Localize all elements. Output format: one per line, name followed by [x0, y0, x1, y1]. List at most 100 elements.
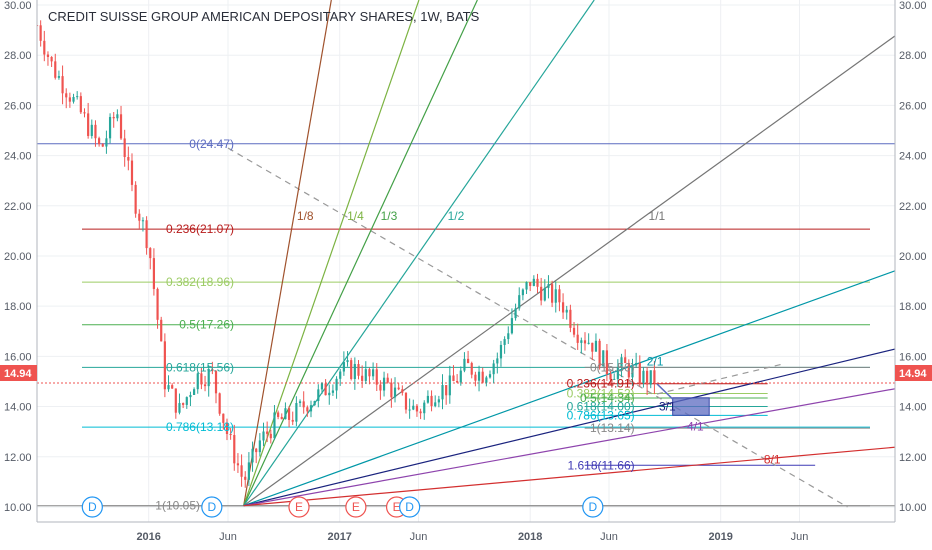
candle-body	[105, 138, 108, 147]
y-tick-label-left: 16.00	[4, 351, 32, 363]
event-marker-label: E	[352, 500, 360, 514]
candle-body	[361, 375, 364, 381]
candle-body	[401, 389, 404, 393]
candlestick-series	[35, 18, 656, 488]
event-marker[interactable]	[81, 496, 103, 518]
gann-fan-line[interactable]	[243, 0, 595, 507]
fib2-level-label: 0.786(13.65)	[567, 408, 635, 422]
candle-body	[412, 405, 415, 410]
candle-body	[547, 284, 550, 288]
candle-body	[514, 308, 517, 319]
candle-body	[339, 371, 342, 379]
y-tick-label-right: 16.00	[899, 351, 927, 363]
fib2-level-label: 0.382(14.52)	[567, 387, 635, 401]
gann-fan-label: 2/1	[647, 354, 664, 368]
candle-body	[218, 393, 221, 414]
fib2-level-label: 0(15.56)	[590, 360, 635, 374]
y-tick-label-left: 18.00	[4, 301, 32, 313]
candle-body	[39, 25, 42, 41]
candle-body	[233, 435, 236, 464]
gann-fan-label: 8/1	[764, 452, 781, 466]
candle-body	[587, 342, 590, 344]
candle-body	[496, 358, 499, 364]
right-axis-bg	[895, 0, 932, 522]
candle-body	[280, 416, 283, 420]
gann-fan-line[interactable]	[243, 0, 478, 506]
candle-body	[492, 363, 495, 375]
x-tick-label: Jun	[791, 531, 809, 543]
candle-body	[306, 407, 309, 412]
candle-body	[437, 399, 440, 403]
candle-body	[57, 76, 61, 78]
candle-body	[152, 258, 156, 289]
gann-fan-line[interactable]	[243, 8, 932, 507]
candle-body	[320, 383, 324, 390]
candle-body	[79, 96, 82, 113]
gann-fan-line[interactable]	[243, 339, 932, 507]
candle-body	[580, 340, 583, 343]
candle-body	[68, 97, 71, 102]
event-marker[interactable]	[582, 496, 604, 518]
gann-fan-line[interactable]	[243, 256, 932, 507]
y-tick-label-right: 12.00	[899, 452, 927, 464]
event-marker[interactable]	[288, 496, 310, 518]
fib-level-label: 0.5(17.26)	[179, 318, 234, 332]
trend-line-dashed[interactable]	[227, 147, 848, 508]
y-tick-label-right: 10.00	[899, 502, 927, 514]
fib-level-label: 1(10.05)	[155, 499, 200, 513]
gann-fan-line[interactable]	[243, 381, 932, 507]
candle-body	[572, 327, 576, 335]
candle-body	[499, 344, 503, 359]
candle-body	[163, 341, 166, 390]
projection-box[interactable]	[672, 397, 710, 416]
event-marker[interactable]	[399, 496, 421, 518]
candle-body	[390, 382, 393, 398]
candle-body	[441, 385, 444, 400]
gann-fan-line[interactable]	[243, 0, 332, 506]
candle-body	[565, 309, 568, 313]
candle-body	[642, 370, 645, 384]
y-tick-label-right: 14.00	[899, 402, 927, 414]
event-marker[interactable]	[345, 496, 367, 518]
candle-body	[408, 409, 411, 411]
candle-body	[141, 220, 145, 222]
candle-body	[521, 289, 524, 296]
gann-fan-line[interactable]	[243, 0, 420, 506]
candle-body	[368, 369, 371, 377]
trend-line-dashed-2[interactable]	[656, 363, 784, 395]
candle-body	[459, 370, 462, 383]
candle-body	[262, 431, 265, 441]
candle-body	[518, 295, 521, 309]
candle-body	[65, 93, 68, 98]
gann-fan-label: 4/1	[687, 420, 704, 434]
event-marker-label: D	[588, 500, 597, 514]
fib2-level-label: 1(13.14)	[590, 421, 635, 435]
candle-body	[415, 405, 419, 412]
fib2-level-label: 1.618(11.66)	[567, 458, 634, 472]
fib-level-label: 0.236(21.07)	[166, 222, 234, 236]
candle-body	[116, 114, 119, 119]
candle-body	[247, 462, 250, 480]
gann-fan-line[interactable]	[243, 443, 932, 507]
candle-body	[646, 370, 649, 385]
candle-body	[375, 369, 378, 385]
event-marker[interactable]	[201, 496, 223, 518]
drawing-labels: 0(24.47) 0.236(21.07) 0.382(18.96) 0.5(17.2…	[155, 137, 781, 513]
candle-body	[138, 213, 141, 221]
chart-drawings[interactable]	[37, 0, 932, 508]
candle-body	[192, 389, 196, 396]
candle-body	[382, 377, 386, 391]
y-tick-label-right: 18.00	[899, 301, 927, 313]
fib2-level-label: 0.236(14.91)	[567, 377, 635, 391]
candle-body	[638, 362, 641, 384]
x-tick-label: Jun	[410, 531, 428, 543]
y-tick-label-left: 14.00	[4, 402, 32, 414]
gann-fan-label: 3/1	[659, 400, 676, 414]
event-marker-label: D	[405, 500, 414, 514]
candle-body	[134, 184, 137, 214]
candle-body	[266, 431, 269, 434]
candle-body	[419, 411, 422, 414]
candle-body	[583, 340, 587, 344]
